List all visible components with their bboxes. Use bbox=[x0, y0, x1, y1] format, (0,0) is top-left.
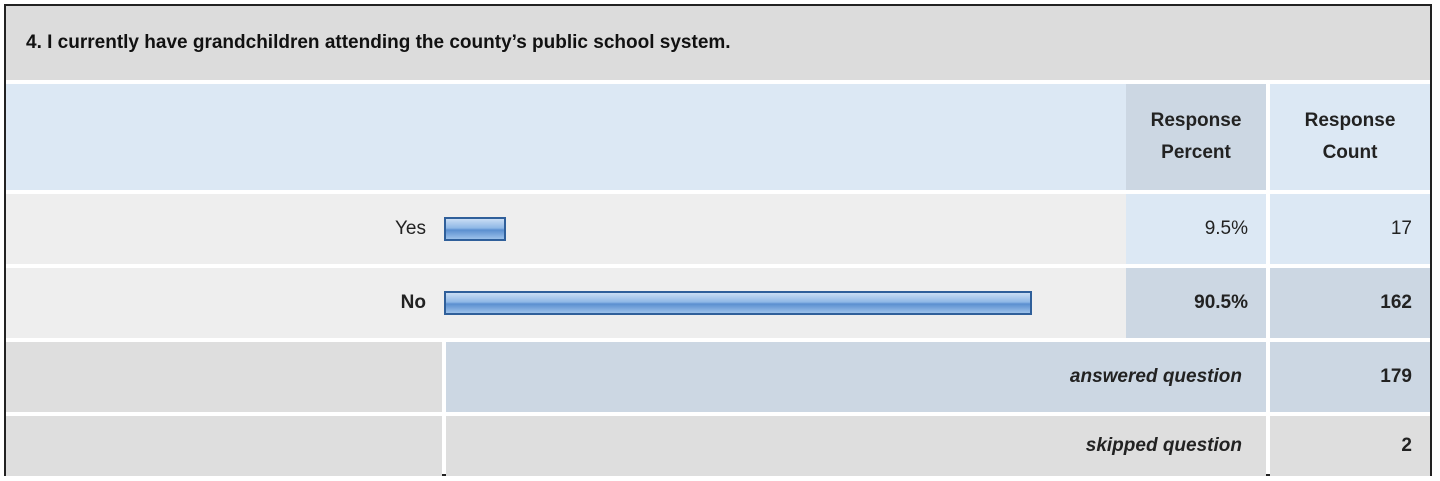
bar-track-yes bbox=[444, 194, 1124, 264]
response-percent-header-line1: Response bbox=[1150, 110, 1242, 131]
response-percent-header-line2: Percent bbox=[1161, 142, 1231, 163]
answer-label-cell: Yes bbox=[6, 194, 1126, 264]
survey-question-panel: 4. I currently have grandchildren attend… bbox=[4, 4, 1432, 476]
answer-row-no: No 90.5% 162 bbox=[6, 268, 1430, 338]
bar-yes bbox=[444, 217, 506, 241]
count-no: 162 bbox=[1270, 268, 1430, 338]
answered-row: answered question 179 bbox=[6, 342, 1430, 412]
response-percent-header: Response Percent bbox=[1126, 84, 1266, 190]
skipped-row: skipped question 2 bbox=[6, 416, 1430, 476]
answered-blank-cell bbox=[6, 342, 442, 412]
question-title: 4. I currently have grandchildren attend… bbox=[26, 32, 731, 53]
skipped-question-count: 2 bbox=[1270, 416, 1430, 476]
answer-label-no: No bbox=[400, 292, 426, 313]
answer-label-yes: Yes bbox=[395, 218, 426, 239]
percent-yes: 9.5% bbox=[1126, 194, 1266, 264]
bar-no bbox=[444, 291, 1032, 315]
percent-no: 90.5% bbox=[1126, 268, 1266, 338]
response-count-header: Response Count bbox=[1270, 84, 1430, 190]
header-row: Response Percent Response Count bbox=[6, 84, 1430, 190]
answer-row-yes: Yes 9.5% 17 bbox=[6, 194, 1430, 264]
answered-question-label: answered question bbox=[446, 342, 1266, 412]
skipped-question-label: skipped question bbox=[446, 416, 1266, 476]
header-blank-cell bbox=[6, 84, 1126, 190]
count-yes: 17 bbox=[1270, 194, 1430, 264]
bar-track-no bbox=[444, 268, 1124, 338]
answer-label-cell: No bbox=[6, 268, 1126, 338]
question-title-bar: 4. I currently have grandchildren attend… bbox=[6, 6, 1430, 84]
skipped-blank-cell bbox=[6, 416, 442, 476]
answered-question-count: 179 bbox=[1270, 342, 1430, 412]
response-count-header-line1: Response bbox=[1304, 110, 1396, 131]
response-count-header-line2: Count bbox=[1322, 142, 1378, 163]
